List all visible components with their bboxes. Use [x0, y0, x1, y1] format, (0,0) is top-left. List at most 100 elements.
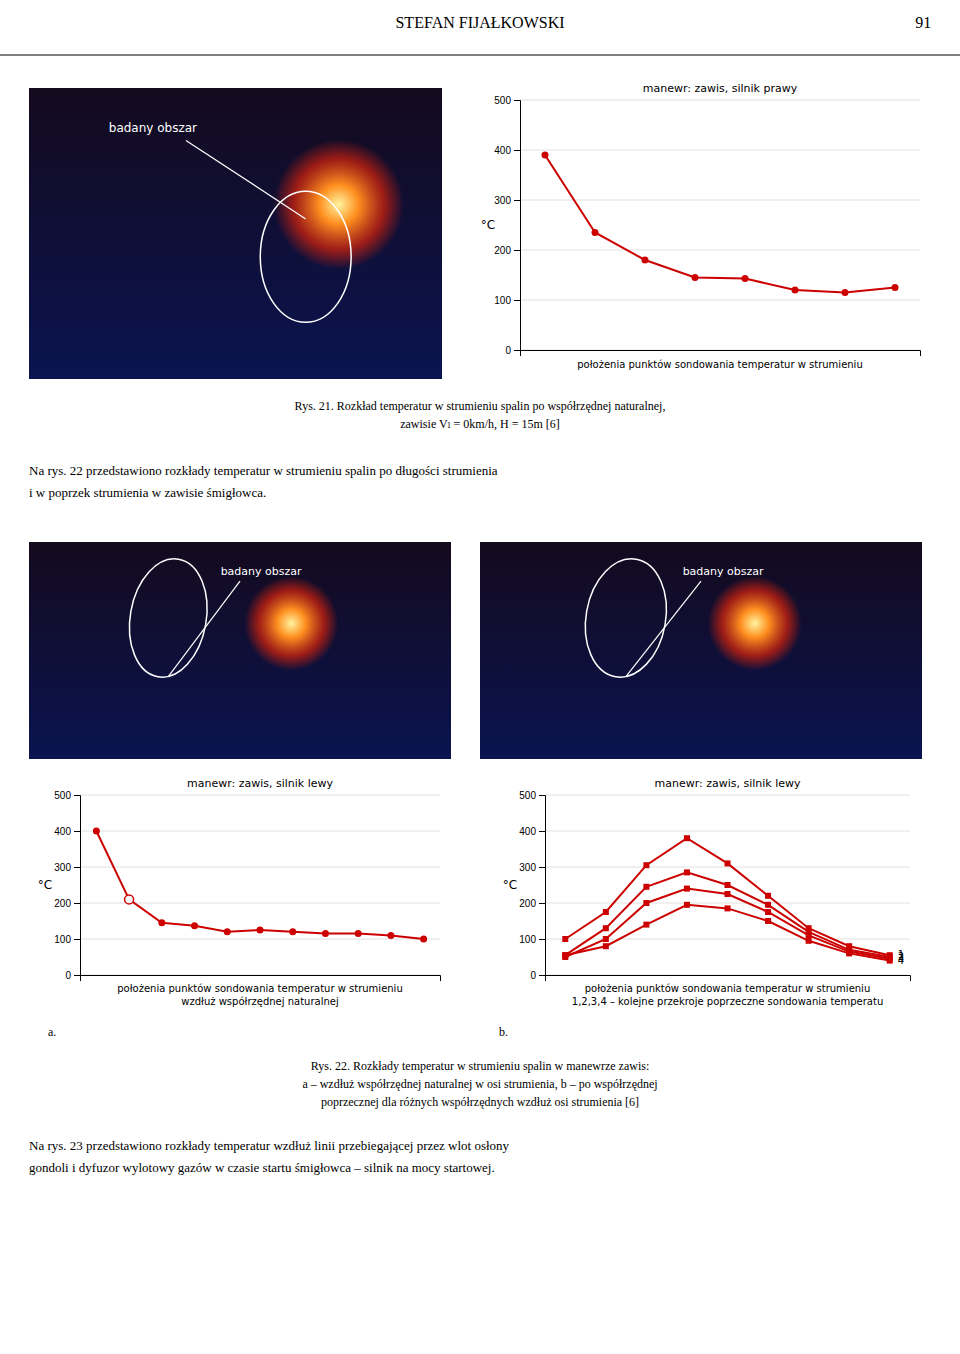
marker — [643, 862, 649, 868]
y-axis: 0100200300400500 — [494, 95, 520, 356]
x-axis-title: położenia punktów sondowania temperatur … — [117, 983, 403, 994]
grid — [545, 795, 910, 975]
chart: 01002003004005001234manewr: zawis, silni… — [499, 777, 911, 1039]
grid-line — [545, 795, 910, 796]
marker — [562, 936, 568, 942]
y-tick-mark — [74, 903, 80, 904]
header: STEFAN FIJAŁKOWSKI 91 — [0, 14, 960, 55]
grid-line — [520, 100, 920, 101]
annotation-ellipse — [576, 552, 675, 683]
marker — [603, 936, 609, 942]
caption-line: poprzecznej dla różnych współrzędnych wz… — [321, 1095, 639, 1109]
chart-title: manewr: zawis, silnik prawy — [643, 82, 798, 95]
grid-line — [80, 939, 440, 940]
marker — [887, 958, 893, 964]
thermal-hot-spot — [708, 576, 802, 670]
header-rule — [0, 55, 960, 56]
annotation-line — [168, 581, 240, 676]
y-tick: 500 — [519, 790, 545, 801]
grid-line — [545, 831, 910, 832]
marker — [603, 925, 609, 931]
marker — [603, 943, 609, 949]
marker — [125, 895, 134, 904]
page-number: 91 — [915, 14, 931, 31]
caption-line: a – wzdłuż współrzędnej naturalnej w osi… — [302, 1077, 657, 1091]
x-axis-title: 1,2,3,4 – kolejne przekroje poprzeczne s… — [572, 996, 883, 1007]
x-axis-title: wzdłuż współrzędnej naturalnej — [181, 996, 338, 1007]
grid-line — [545, 939, 910, 940]
paragraph-line: Na rys. 22 przedstawiono rozkłady temper… — [29, 463, 498, 478]
image-annotation: badany obszar — [683, 565, 764, 578]
y-tick-mark — [539, 939, 545, 940]
plot-marks — [542, 152, 899, 297]
grid-line — [80, 795, 440, 796]
paragraph: Na rys. 22 przedstawiono rozkłady temper… — [29, 463, 498, 500]
y-tick-label: 500 — [519, 790, 536, 801]
marker — [765, 902, 771, 908]
grid-line — [80, 831, 440, 832]
y-tick-label: 300 — [519, 862, 536, 873]
marker — [643, 900, 649, 906]
panel-label: a. — [48, 1025, 56, 1039]
x-axis-line — [521, 351, 921, 357]
x-axis — [81, 976, 441, 982]
marker — [765, 893, 771, 899]
thermal-hot-spot — [274, 139, 404, 269]
y-axis-title: °C — [481, 218, 495, 232]
y-tick-label: 100 — [494, 295, 511, 306]
marker — [355, 930, 362, 937]
marker — [725, 891, 731, 897]
marker — [158, 919, 165, 926]
marker — [846, 950, 852, 956]
marker — [643, 922, 649, 928]
series-line — [565, 889, 889, 959]
y-tick-label: 500 — [494, 95, 511, 106]
y-tick-label: 400 — [54, 826, 71, 837]
marker — [289, 928, 296, 935]
marker — [806, 932, 812, 938]
caption-line: Rys. 21. Rozkład temperatur w strumieniu… — [295, 399, 666, 413]
page: STEFAN FIJAŁKOWSKI 91 badany obszar badany … — [0, 0, 960, 1354]
y-tick-label: 400 — [519, 826, 536, 837]
marker — [725, 905, 731, 911]
y-tick: 300 — [494, 195, 520, 206]
thermal-background — [480, 542, 922, 759]
page-title: STEFAN FIJAŁKOWSKI — [395, 14, 564, 31]
marker — [562, 952, 568, 958]
plot-marks — [93, 828, 427, 943]
marker — [603, 909, 609, 915]
series-line — [565, 838, 889, 955]
y-axis: 0100200300400500 — [519, 790, 545, 981]
marker — [742, 275, 749, 282]
y-tick-mark — [514, 100, 520, 101]
marker — [684, 886, 690, 892]
annotation-line — [186, 140, 306, 219]
y-tick: 200 — [54, 898, 80, 909]
annotation-ellipse — [260, 191, 351, 322]
y-axis-title: °C — [503, 878, 517, 892]
marker — [257, 927, 264, 934]
marker — [684, 835, 690, 841]
marker — [684, 869, 690, 875]
grid-line — [520, 150, 920, 151]
grid-line — [545, 867, 910, 868]
y-tick: 0 — [530, 970, 545, 981]
x-axis — [521, 351, 921, 357]
series-label: 4 — [898, 955, 904, 966]
marker — [725, 860, 731, 866]
caption: Rys. 22. Rozkłady temperatur w strumieni… — [302, 1059, 657, 1109]
grid — [80, 795, 440, 975]
marker — [126, 896, 133, 903]
y-tick: 0 — [505, 345, 520, 356]
y-tick-label: 0 — [530, 970, 536, 981]
marker — [93, 828, 100, 835]
chart-texts: 1234manewr: zawis, silnik lewy°Cpołożeni… — [499, 777, 904, 1039]
y-tick-mark — [74, 975, 80, 976]
panel-label: b. — [499, 1025, 508, 1039]
x-axis — [546, 976, 911, 982]
series-line — [565, 872, 889, 957]
grid-line — [80, 867, 440, 868]
series-line — [96, 831, 423, 939]
thermal-image: badany obszar — [29, 542, 451, 759]
paragraph: Na rys. 23 przedstawiono rozkłady temper… — [29, 1138, 510, 1175]
